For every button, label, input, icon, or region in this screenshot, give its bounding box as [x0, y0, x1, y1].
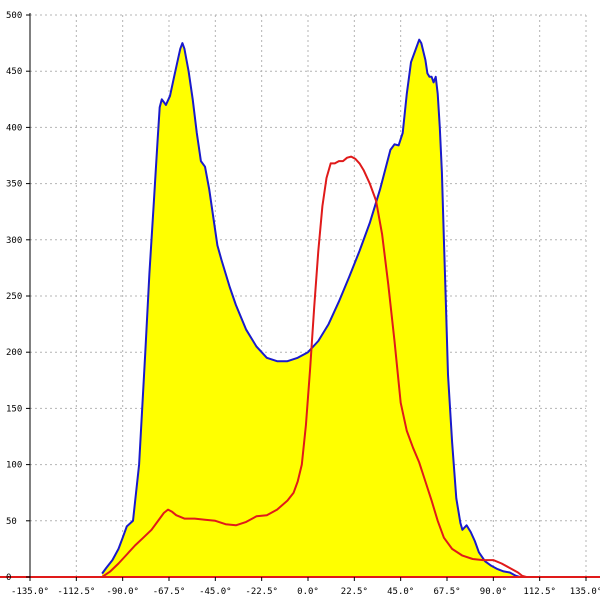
y-tick-label: 200: [6, 348, 22, 358]
x-tick-label: 45.0°: [387, 587, 414, 597]
series-1-line: [101, 38, 521, 578]
y-tick-label: 300: [6, 236, 22, 246]
y-tick-label: 350: [6, 180, 22, 190]
y-tick-label: 500: [6, 11, 22, 21]
x-tick-label: 90.0°: [480, 587, 507, 597]
x-tick-label: -90.0°: [106, 587, 139, 597]
y-tick-label: 100: [6, 461, 22, 471]
y-tick-label: 400: [6, 123, 22, 133]
x-tick-label: -22.5°: [245, 587, 278, 597]
x-tick-label: 112.5°: [523, 587, 556, 597]
y-tick-label: 0: [6, 573, 11, 583]
x-tick-label: 67.5°: [433, 587, 460, 597]
series-2-line: [101, 155, 527, 578]
x-tick-label: -67.5°: [153, 587, 186, 597]
x-tick-label: 135.0°: [570, 587, 600, 597]
x-tick-label: 22.5°: [341, 587, 368, 597]
series-1-area: [102, 39, 521, 577]
x-tick-label: -45.0°: [199, 587, 232, 597]
y-tick-label: 450: [6, 67, 22, 77]
y-tick-label: 250: [6, 292, 22, 302]
series-layer: [101, 38, 527, 578]
tick-labels: 0 50 100 150 200 250 300 350 400 450 500 -135.0° -11…: [6, 11, 600, 597]
y-tick-label: 50: [6, 517, 17, 527]
x-tick-label: -135.0°: [11, 587, 49, 597]
x-tick-label: -112.5°: [57, 587, 95, 597]
x-tick-label: 0.0°: [297, 587, 319, 597]
axes: [0, 13, 600, 581]
y-tick-label: 150: [6, 404, 22, 414]
